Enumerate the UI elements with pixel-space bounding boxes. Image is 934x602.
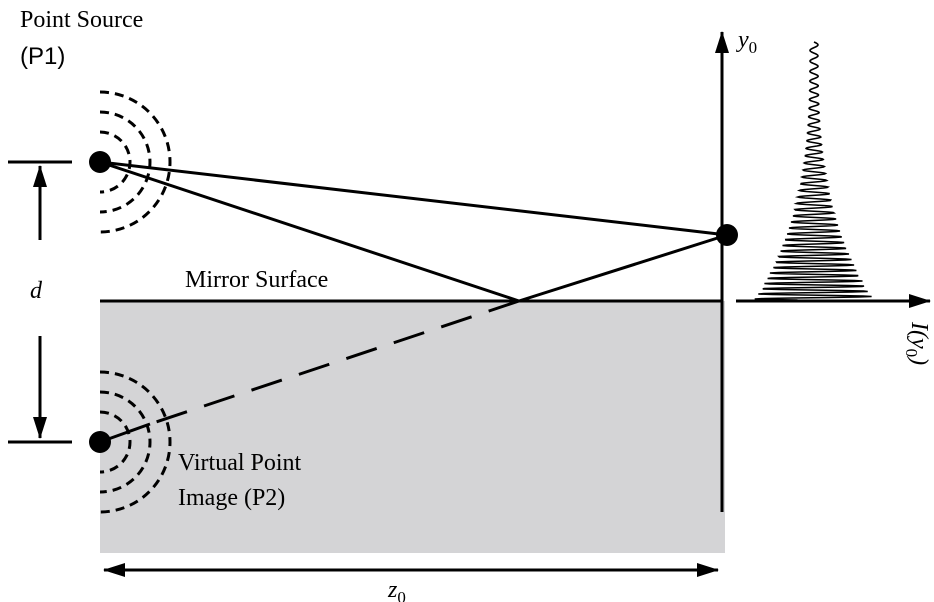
intensity-post: ) <box>906 355 932 365</box>
z-sub: 0 <box>397 588 406 602</box>
y-label: y0 <box>736 27 757 57</box>
intensity-label: I(y0) <box>902 321 932 365</box>
d-label: d <box>30 278 43 304</box>
source-point <box>89 151 111 173</box>
y-sub: 0 <box>749 38 758 57</box>
z-base: z <box>387 577 398 602</box>
diagram: Mirror Surface Point Source (P1) Virtual… <box>0 0 934 602</box>
image-label: Virtual Point <box>178 450 302 476</box>
source-tag: (P1) <box>20 43 65 70</box>
intensity-sub: 0 <box>902 349 921 358</box>
source-title: Point Source <box>20 7 143 33</box>
z-label: z0 <box>387 577 406 602</box>
intensity-pre: I(y <box>906 321 932 349</box>
fringe-signal <box>755 42 872 300</box>
reflected-ray <box>519 235 727 301</box>
detector-point <box>716 224 738 246</box>
mirror-region <box>100 301 725 553</box>
y-base: y <box>736 27 749 53</box>
image-label: Image (P2) <box>178 485 285 511</box>
mirror-label: Mirror Surface <box>185 267 328 293</box>
image-point <box>89 431 111 453</box>
direct-ray <box>100 162 727 235</box>
